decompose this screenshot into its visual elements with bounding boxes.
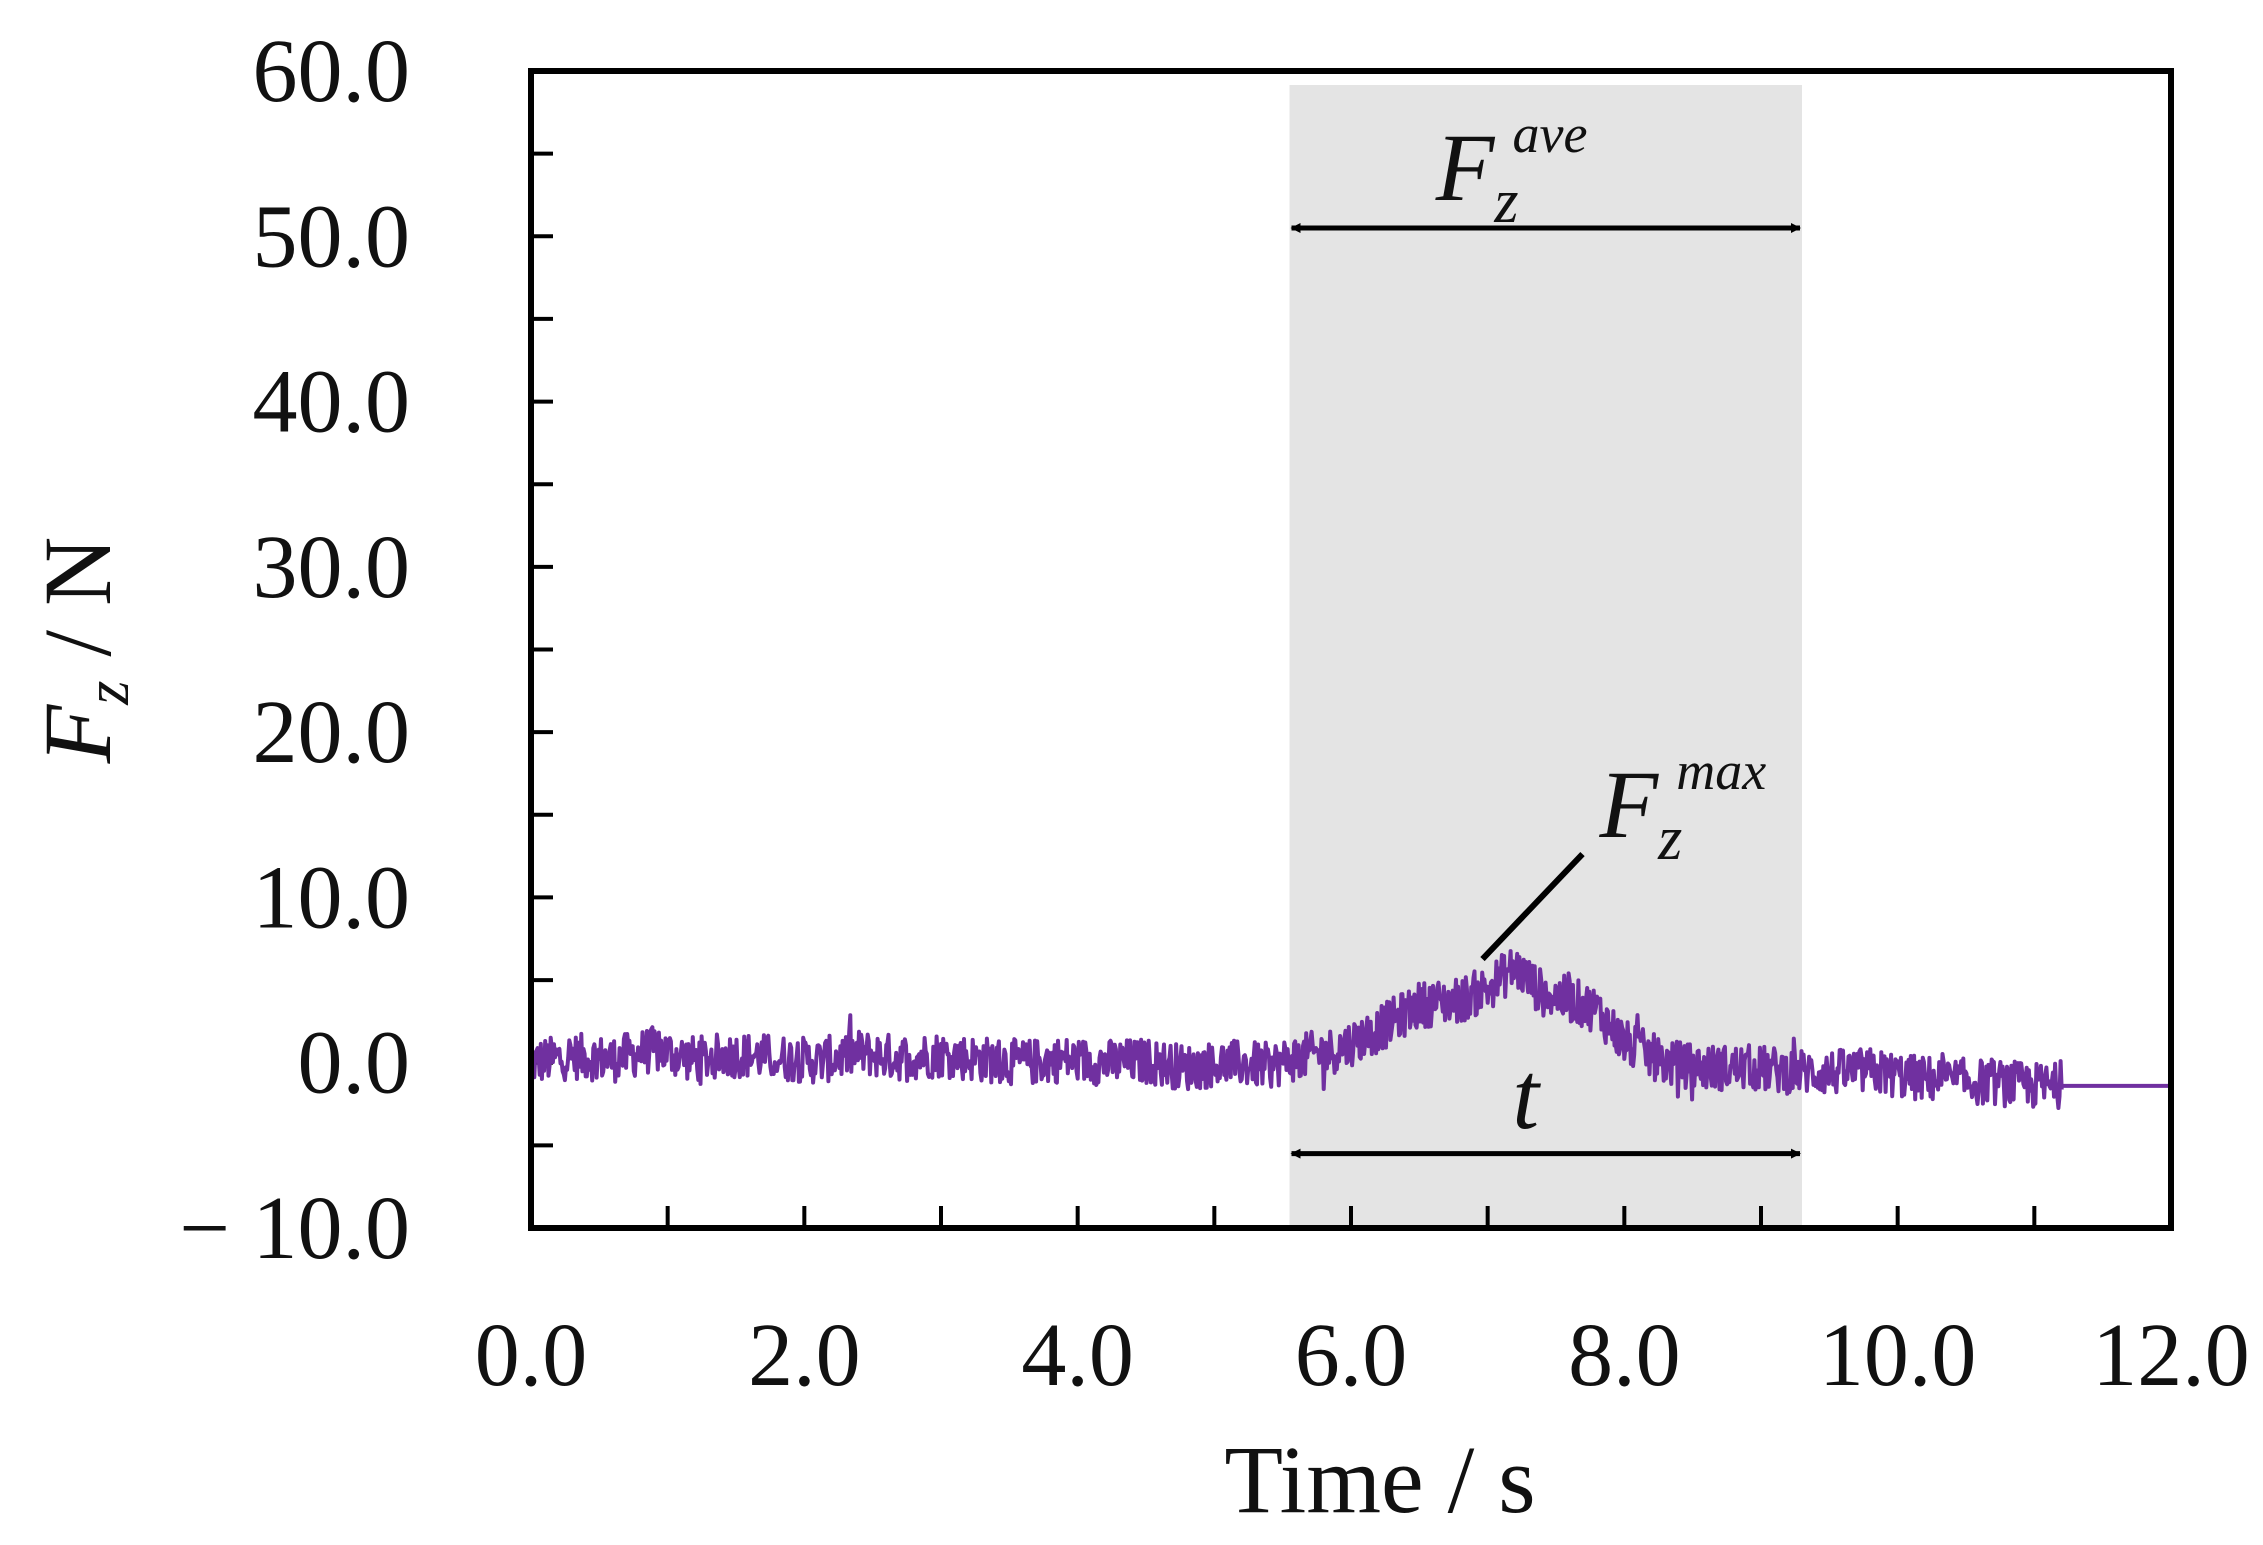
fz-ave-sup: ave [1513, 104, 1588, 164]
y-axis-title-unit: / N [24, 537, 131, 681]
y-tick-label: 60.0 [253, 22, 411, 121]
fz-ave-sub: z [1493, 168, 1518, 236]
x-tick-label: 2.0 [748, 1306, 861, 1405]
y-axis-title-main: F [24, 703, 131, 764]
x-tick-label: 10.0 [1819, 1306, 1977, 1405]
x-tick-labels: 0.0 2.0 4.0 6.0 8.0 10.0 12.0 [475, 1306, 2250, 1405]
y-tick-labels: − 10.0 0.0 10.0 20.0 30.0 40.0 50.0 60.0 [179, 22, 410, 1278]
y-tick-label: 40.0 [253, 353, 411, 452]
t-annotation: t [1512, 1042, 1541, 1149]
y-tick-label: 20.0 [253, 683, 411, 782]
x-tick-label: 8.0 [1568, 1306, 1681, 1405]
fz-max-leader-line [1480, 851, 1585, 962]
fz-max-sub: z [1657, 805, 1682, 873]
x-tick-label: 0.0 [475, 1306, 588, 1405]
fz-max-sup: max [1676, 741, 1766, 801]
y-tick-label: 0.0 [298, 1014, 411, 1113]
fz-ave-main: F [1435, 114, 1496, 221]
y-tick-label: − 10.0 [179, 1179, 410, 1278]
y-tick-label: 50.0 [253, 187, 411, 286]
fz-ave-annotation: Fzave [1435, 104, 1588, 236]
x-tick-label: 6.0 [1295, 1306, 1408, 1405]
plot-frame [528, 68, 2174, 1231]
y-tick-label: 10.0 [253, 848, 411, 947]
fz-max-annotation: Fzmax [1599, 741, 1767, 873]
x-tick-label: 4.0 [1021, 1306, 1134, 1405]
force-series-line [529, 949, 2064, 1110]
x-axis-title: Time / s [1224, 1426, 1535, 1533]
y-axis-title-sub: z [74, 681, 142, 706]
y-axis-title: Fz / N [24, 537, 142, 765]
fz-max-main: F [1599, 751, 1660, 858]
y-tick-label: 30.0 [253, 518, 411, 617]
x-tick-label: 12.0 [2092, 1306, 2250, 1405]
